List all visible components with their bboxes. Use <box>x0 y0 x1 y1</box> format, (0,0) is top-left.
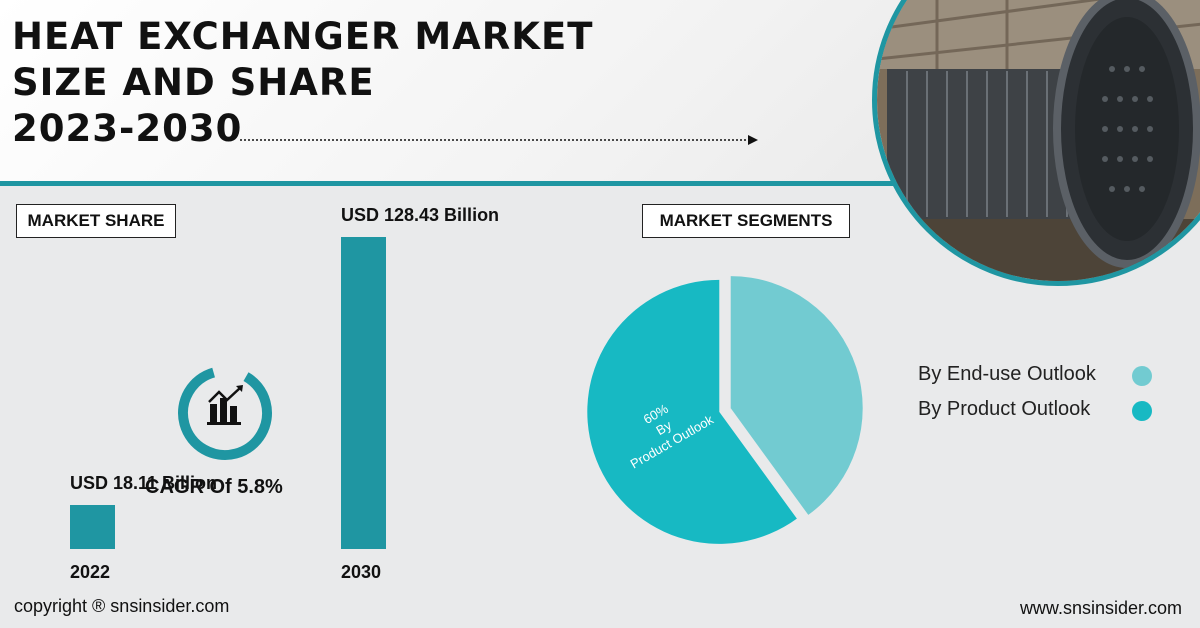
x-tick-2022: 2022 <box>70 562 111 582</box>
pie-slice-product <box>587 279 797 544</box>
x-tick-2030: 2030 <box>341 562 382 582</box>
bar-2030 <box>341 237 386 549</box>
legend-product: By Product Outlook <box>918 398 1091 420</box>
legend-end-use: By End-use Outlook <box>918 363 1096 385</box>
market-segments-label: MARKET SEGMENTS <box>642 204 850 238</box>
bar-value-label-2022: USD 18.11 Billion <box>70 473 218 493</box>
header-divider <box>0 181 1200 186</box>
bar-chart-growth-icon <box>207 385 243 425</box>
cagr-text: CAGR Of 5.8% <box>145 476 283 498</box>
market-share-label: MARKET SHARE <box>16 204 176 238</box>
title-line-3: 2023-2030 <box>12 107 243 150</box>
bar-2022 <box>70 505 115 549</box>
pie-slice-end-use <box>730 276 863 515</box>
title-line-2: SIZE AND SHARE <box>12 61 375 104</box>
dotted-arrow-icon <box>240 135 758 145</box>
page-title: HEAT EXCHANGER MARKET SIZE AND SHARE 202… <box>12 14 593 152</box>
footer-website[interactable]: www.snsinsider.com <box>1019 598 1182 618</box>
legend-dot-end-use <box>1132 366 1152 386</box>
segments-pie-chart: 60%ByProduct Outlook <box>587 276 863 544</box>
footer-copyright: copyright ® snsinsider.com <box>14 596 230 616</box>
legend-dot-product <box>1132 401 1152 421</box>
heat-exchanger-photo <box>872 0 1200 286</box>
bar-value-label-2030: USD 128.43 Billion <box>341 205 500 225</box>
cagr-ring <box>178 366 272 460</box>
title-line-1: HEAT EXCHANGER MARKET <box>12 15 594 58</box>
